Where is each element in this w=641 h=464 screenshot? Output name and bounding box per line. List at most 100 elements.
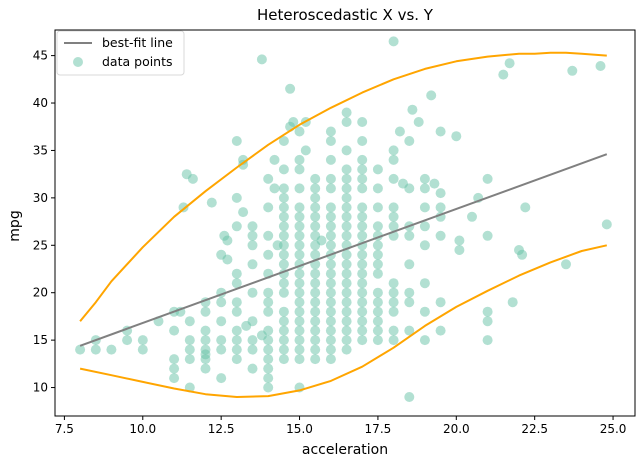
data-point — [435, 230, 446, 241]
data-point — [520, 202, 531, 213]
data-point — [372, 249, 383, 260]
data-point — [278, 287, 289, 298]
y-tick-label: 10 — [33, 381, 48, 395]
data-point — [357, 297, 368, 308]
data-point — [372, 306, 383, 317]
data-point — [278, 240, 289, 251]
data-point — [247, 230, 258, 241]
data-point — [263, 230, 274, 241]
x-tick-label: 12.5 — [208, 422, 235, 436]
data-point — [278, 221, 289, 232]
data-point — [482, 316, 493, 327]
data-point — [278, 183, 289, 194]
data-point — [184, 344, 195, 355]
data-point — [294, 183, 305, 194]
data-point — [419, 183, 430, 194]
y-tick-label: 25 — [33, 238, 48, 252]
data-point — [325, 306, 336, 317]
data-point — [278, 211, 289, 222]
data-point — [372, 202, 383, 213]
data-point — [341, 268, 352, 279]
data-point — [247, 287, 258, 298]
data-point — [269, 154, 280, 165]
data-point — [435, 325, 446, 336]
data-point — [357, 136, 368, 146]
data-point — [310, 325, 321, 336]
data-point — [372, 259, 383, 270]
data-point — [75, 344, 86, 355]
data-point — [341, 173, 352, 184]
data-point — [325, 335, 336, 346]
data-point — [216, 344, 227, 355]
data-point — [294, 316, 305, 327]
data-point — [278, 259, 289, 270]
data-point — [467, 211, 477, 222]
data-point — [294, 335, 305, 346]
data-point — [357, 154, 368, 165]
data-point — [216, 373, 227, 384]
data-point — [256, 54, 267, 65]
data-point — [372, 240, 383, 251]
data-point — [372, 183, 383, 194]
data-point — [341, 249, 352, 260]
data-point — [372, 297, 383, 308]
data-point — [419, 202, 430, 213]
data-point — [357, 202, 368, 213]
data-point — [247, 259, 258, 270]
data-point — [404, 297, 415, 308]
data-point — [310, 354, 321, 365]
data-point — [216, 335, 227, 346]
data-point — [231, 192, 242, 203]
data-point — [601, 219, 612, 230]
data-point — [372, 268, 383, 279]
data-point — [341, 335, 352, 346]
data-point — [247, 240, 258, 251]
data-point — [269, 183, 280, 194]
data-point — [388, 221, 399, 232]
data-points-layer — [75, 36, 612, 402]
data-point — [310, 278, 321, 289]
data-point — [216, 316, 227, 327]
data-point — [310, 306, 321, 317]
data-point — [341, 325, 352, 336]
data-point — [429, 178, 440, 189]
data-point — [567, 65, 578, 76]
data-point — [357, 183, 368, 194]
data-point — [216, 297, 227, 308]
data-point — [357, 221, 368, 232]
data-point — [325, 259, 336, 270]
data-point — [419, 240, 430, 251]
data-point — [200, 363, 211, 374]
data-point — [419, 221, 430, 232]
data-point — [517, 249, 528, 260]
data-point — [482, 173, 493, 184]
data-point — [106, 344, 117, 355]
data-point — [294, 287, 305, 298]
data-point — [341, 192, 352, 203]
data-point — [122, 335, 133, 346]
data-point — [310, 173, 321, 184]
data-point — [357, 287, 368, 298]
data-point — [325, 344, 336, 355]
data-point — [316, 235, 327, 246]
data-point — [300, 145, 311, 156]
data-point — [263, 173, 274, 184]
data-point — [310, 287, 321, 298]
data-point — [278, 202, 289, 213]
x-tick-label: 20.0 — [443, 422, 470, 436]
data-point — [285, 83, 296, 94]
data-point — [200, 306, 211, 317]
data-point — [341, 221, 352, 232]
data-point — [325, 297, 336, 308]
data-point — [137, 335, 148, 346]
data-point — [238, 207, 249, 218]
data-point — [454, 245, 465, 255]
data-point — [278, 278, 289, 289]
data-point — [372, 287, 383, 298]
data-point — [325, 278, 336, 289]
data-point — [388, 202, 399, 213]
data-point — [341, 278, 352, 289]
data-point — [263, 382, 274, 393]
data-point — [310, 183, 321, 194]
data-point — [263, 335, 274, 346]
